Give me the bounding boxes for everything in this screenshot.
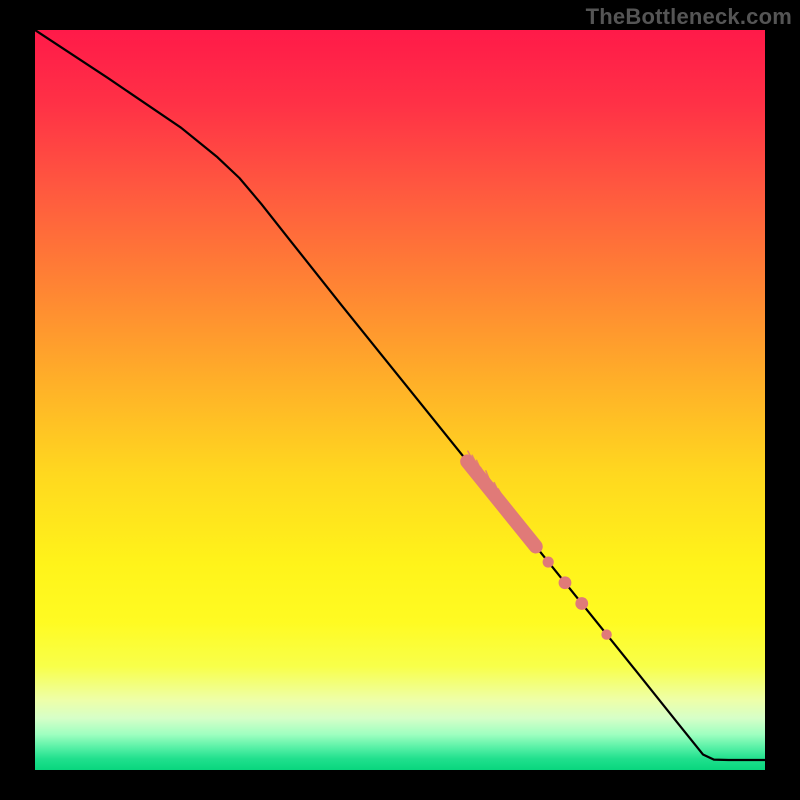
watermark-text: TheBottleneck.com: [586, 4, 792, 30]
highlight-dot: [543, 556, 554, 567]
plot-background: [35, 30, 765, 770]
highlight-dot: [601, 629, 611, 639]
highlight-dot: [575, 597, 588, 610]
chart-frame: TheBottleneck.com: [0, 0, 800, 800]
highlight-dot: [559, 576, 572, 589]
gradient-plot: [35, 30, 765, 770]
